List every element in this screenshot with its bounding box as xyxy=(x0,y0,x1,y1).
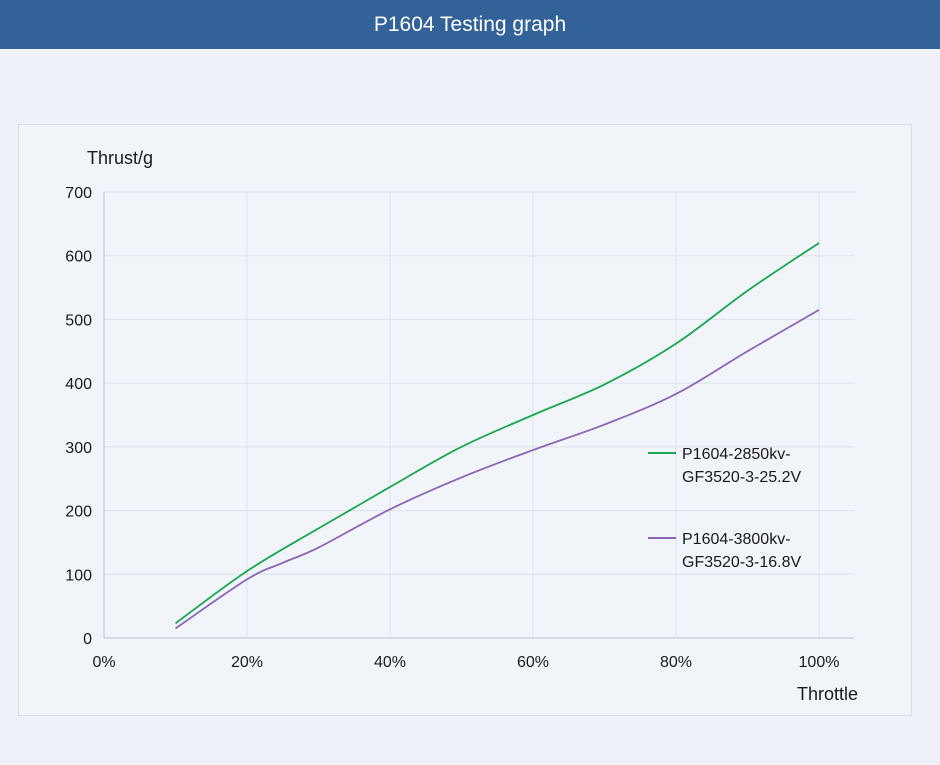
header-bar: P1604 Testing graph xyxy=(0,0,940,49)
y-tick-label: 100 xyxy=(65,567,92,584)
page-title: P1604 Testing graph xyxy=(373,12,567,36)
x-tick-label: 0% xyxy=(92,654,115,671)
y-axis-label: Thrust/g xyxy=(87,148,153,168)
legend-label-line1: P1604-2850kv- xyxy=(682,446,791,463)
y-tick-label: 300 xyxy=(65,440,92,457)
axes: 0 100 200 300 400 500 600 700 0% 20% 40% 60% 80% 100% xyxy=(65,185,854,671)
x-tick-label: 80% xyxy=(660,654,692,671)
y-tick-label: 600 xyxy=(65,249,92,266)
x-tick-label: 20% xyxy=(231,654,263,671)
y-tick-label: 500 xyxy=(65,312,92,329)
legend-label-line2: GF3520-3-16.8V xyxy=(682,554,802,571)
x-tick-label: 40% xyxy=(374,654,406,671)
legend: P1604-2850kv- GF3520-3-25.2V P1604-3800kv-… xyxy=(648,446,802,571)
x-axis-label: Throttle xyxy=(797,684,858,704)
chart-panel xyxy=(18,124,912,716)
series-lines xyxy=(174,242,820,630)
y-tick-label: 0 xyxy=(83,631,92,648)
y-tick-label: 700 xyxy=(65,185,92,202)
x-tick-label: 100% xyxy=(799,654,840,671)
x-tick-label: 60% xyxy=(517,654,549,671)
grid-lines xyxy=(104,191,854,638)
series-line-1 xyxy=(174,242,820,625)
series-line-2 xyxy=(174,309,820,630)
y-tick-label: 200 xyxy=(65,504,92,521)
legend-label-line1: P1604-3800kv- xyxy=(682,531,791,548)
legend-label-line2: GF3520-3-25.2V xyxy=(682,469,802,486)
y-tick-label: 400 xyxy=(65,376,92,393)
